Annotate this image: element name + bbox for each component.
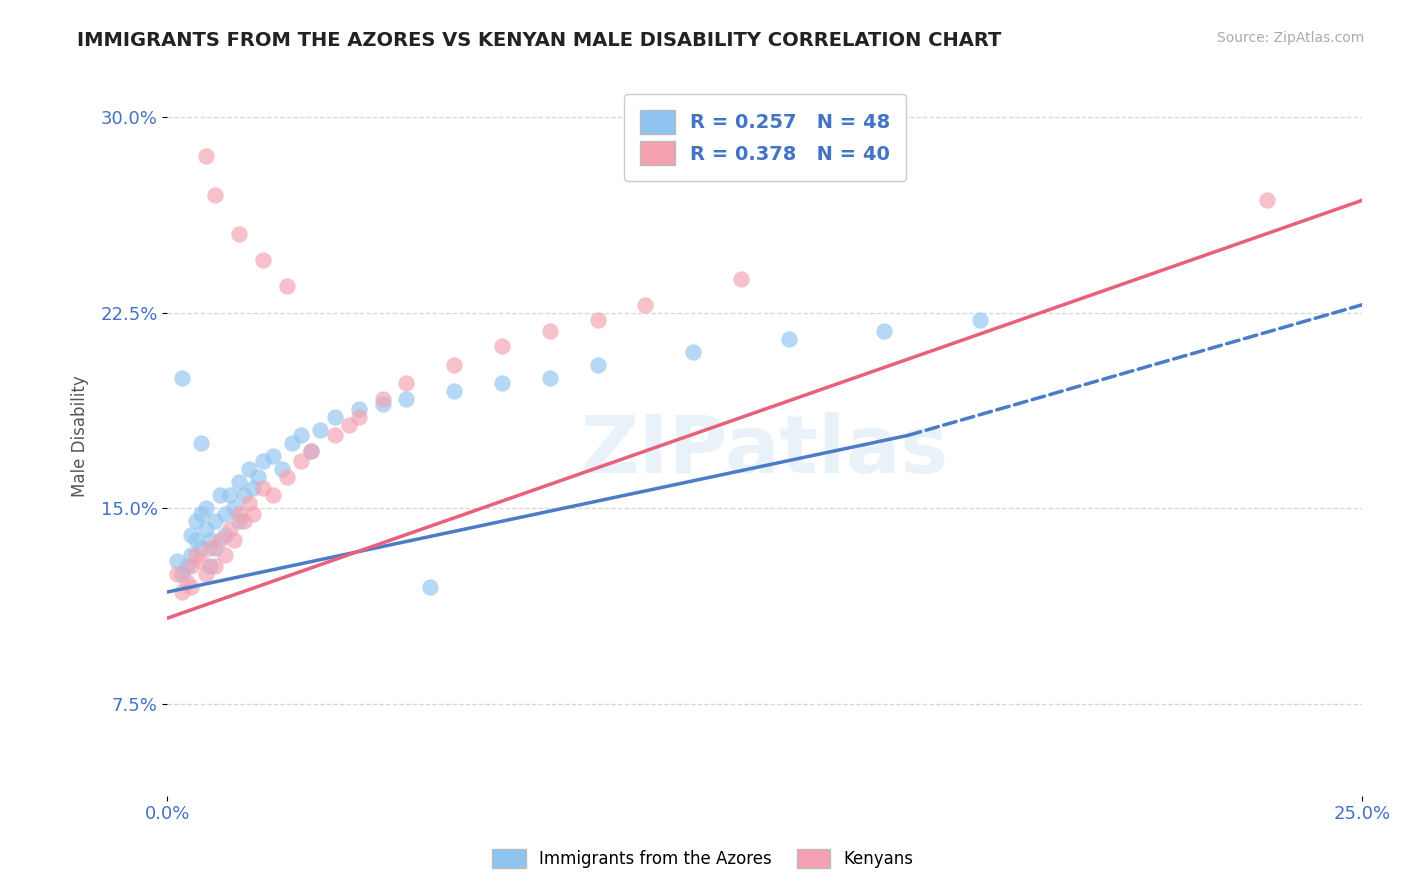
Point xyxy=(1256,193,1278,207)
Point xyxy=(238,496,260,510)
Point xyxy=(299,444,322,458)
Point xyxy=(184,533,207,547)
Point xyxy=(347,409,370,424)
Point xyxy=(873,324,896,338)
Point xyxy=(194,501,217,516)
Point xyxy=(218,488,240,502)
Point xyxy=(228,515,250,529)
Point xyxy=(190,541,212,555)
Point xyxy=(337,417,360,432)
Point xyxy=(214,549,236,563)
Point xyxy=(208,533,231,547)
Point xyxy=(204,188,226,202)
Point xyxy=(238,462,260,476)
Point xyxy=(395,392,418,406)
Point xyxy=(323,409,346,424)
Point xyxy=(730,271,752,285)
Point xyxy=(170,566,193,581)
Point xyxy=(190,436,212,450)
Point xyxy=(228,507,250,521)
Point xyxy=(443,358,465,372)
Text: IMMIGRANTS FROM THE AZORES VS KENYAN MALE DISABILITY CORRELATION CHART: IMMIGRANTS FROM THE AZORES VS KENYAN MAL… xyxy=(77,31,1001,50)
Point xyxy=(184,549,207,563)
Point xyxy=(190,507,212,521)
Point xyxy=(224,501,246,516)
Point xyxy=(200,541,222,555)
Legend: R = 0.257   N = 48, R = 0.378   N = 40: R = 0.257 N = 48, R = 0.378 N = 40 xyxy=(624,95,905,181)
Point xyxy=(262,488,284,502)
Point xyxy=(166,554,188,568)
Point xyxy=(280,436,302,450)
Legend: Immigrants from the Azores, Kenyans: Immigrants from the Azores, Kenyans xyxy=(484,840,922,877)
Point xyxy=(242,507,264,521)
Point xyxy=(586,313,609,327)
Point xyxy=(491,376,513,390)
Point xyxy=(419,580,441,594)
Point xyxy=(200,558,222,573)
Point xyxy=(232,515,254,529)
Point xyxy=(208,488,231,502)
Point xyxy=(634,298,657,312)
Point xyxy=(180,558,202,573)
Point xyxy=(262,449,284,463)
Point xyxy=(586,358,609,372)
Point xyxy=(969,313,991,327)
Point xyxy=(194,566,217,581)
Point xyxy=(214,507,236,521)
Point xyxy=(180,527,202,541)
Point xyxy=(170,585,193,599)
Point xyxy=(194,149,217,163)
Y-axis label: Male Disability: Male Disability xyxy=(72,376,89,498)
Point xyxy=(371,397,394,411)
Point xyxy=(228,475,250,490)
Point xyxy=(443,384,465,398)
Point xyxy=(176,558,198,573)
Point xyxy=(204,541,226,555)
Point xyxy=(180,580,202,594)
Point xyxy=(232,488,254,502)
Point xyxy=(538,371,561,385)
Point xyxy=(271,462,294,476)
Text: Source: ZipAtlas.com: Source: ZipAtlas.com xyxy=(1216,31,1364,45)
Point xyxy=(276,470,298,484)
Point xyxy=(176,574,198,589)
Point xyxy=(247,470,270,484)
Point xyxy=(682,344,704,359)
Point xyxy=(218,522,240,536)
Point xyxy=(200,533,222,547)
Point xyxy=(184,515,207,529)
Point xyxy=(204,515,226,529)
Point xyxy=(224,533,246,547)
Point xyxy=(228,227,250,242)
Point xyxy=(252,454,274,468)
Point xyxy=(290,428,312,442)
Point xyxy=(778,332,800,346)
Point xyxy=(309,423,332,437)
Point xyxy=(242,481,264,495)
Point xyxy=(538,324,561,338)
Point xyxy=(276,279,298,293)
Point xyxy=(290,454,312,468)
Point xyxy=(371,392,394,406)
Point xyxy=(170,371,193,385)
Text: ZIPatlas: ZIPatlas xyxy=(581,412,949,490)
Point xyxy=(323,428,346,442)
Point xyxy=(252,481,274,495)
Point xyxy=(166,566,188,581)
Point xyxy=(347,402,370,417)
Point xyxy=(214,527,236,541)
Point xyxy=(194,522,217,536)
Point xyxy=(299,444,322,458)
Point xyxy=(204,558,226,573)
Point xyxy=(190,554,212,568)
Point xyxy=(252,253,274,268)
Point xyxy=(180,549,202,563)
Point xyxy=(395,376,418,390)
Point xyxy=(491,339,513,353)
